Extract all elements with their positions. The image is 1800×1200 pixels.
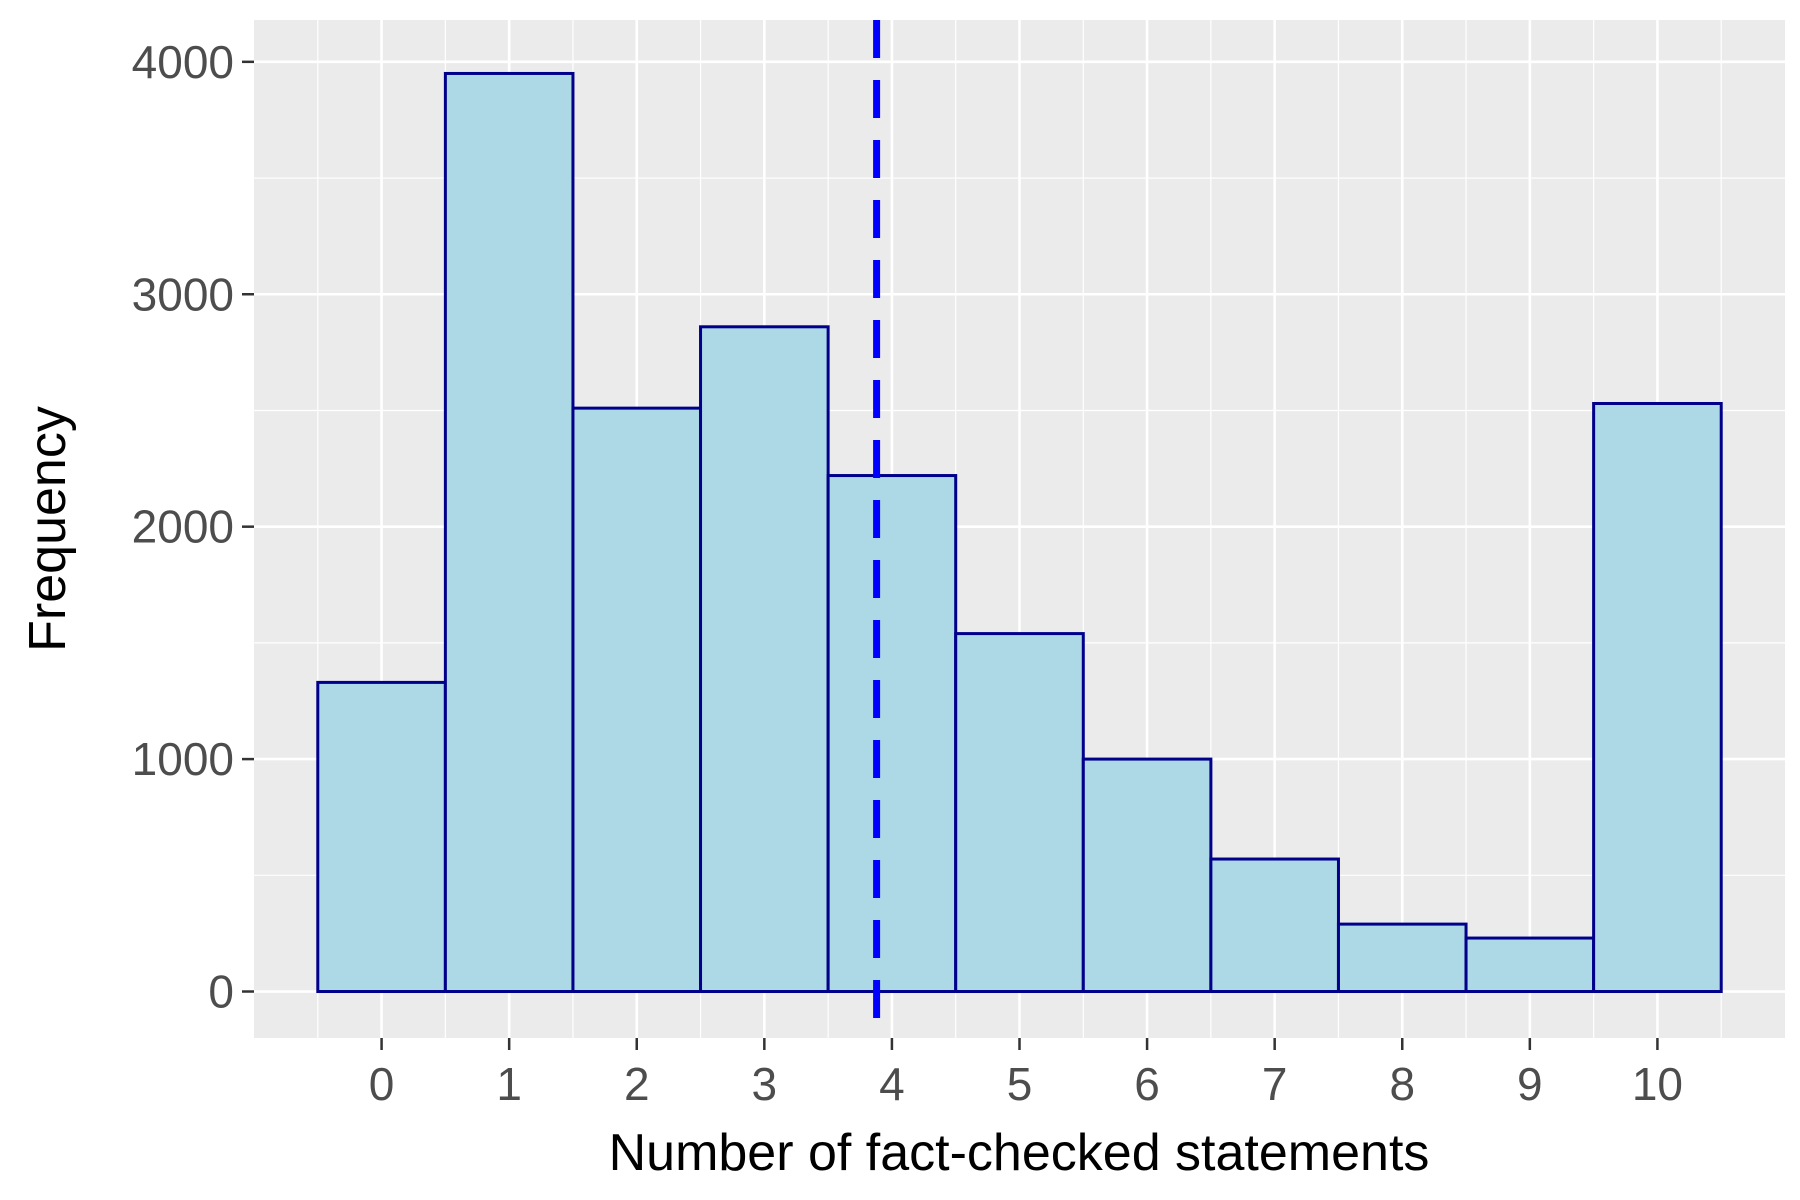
bar-4 [826,474,958,994]
bar-0 [316,680,447,994]
y-tick-label: 4000 [132,36,234,88]
x-tick-label: 5 [1007,1058,1033,1110]
x-tick-label: 0 [369,1058,395,1110]
y-axis-title: Frequency [19,406,77,652]
bar-3 [699,325,830,994]
x-tick-label: 1 [496,1058,522,1110]
x-tick-label: 2 [624,1058,650,1110]
x-tick-label: 7 [1262,1058,1288,1110]
bar-9 [1464,936,1596,994]
bar-1 [443,71,575,994]
y-tick-label: 1000 [132,733,234,785]
x-tick-label: 9 [1517,1058,1543,1110]
bar-6 [1081,757,1213,994]
bars [316,71,1723,994]
x-axis-title: Number of fact-checked statements [609,1124,1430,1182]
x-tick-label: 3 [752,1058,778,1110]
x-tick-label: 4 [879,1058,905,1110]
x-tick-label: 6 [1134,1058,1160,1110]
x-tick-label: 8 [1389,1058,1415,1110]
y-tick-label: 2000 [132,501,234,553]
bar-7 [1209,857,1340,994]
y-axis: 0 1000 2000 3000 4000 [132,36,254,1018]
bar-5 [954,632,1085,994]
y-tick-label: 3000 [132,268,234,320]
bar-2 [571,406,703,994]
bar-8 [1336,922,1468,994]
x-axis: 0 1 2 3 4 5 6 7 8 9 10 [369,1038,1683,1110]
y-tick-label: 0 [208,966,234,1018]
bar-10 [1592,401,1723,994]
x-tick-label: 10 [1632,1058,1683,1110]
